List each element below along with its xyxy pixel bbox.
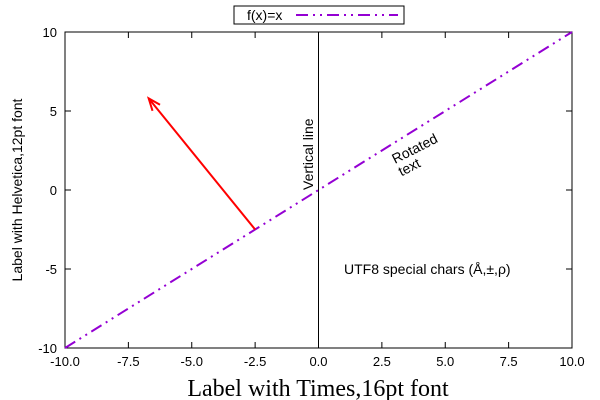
x-tick-label: 7.5 xyxy=(500,354,518,369)
x-tick-label: 2.5 xyxy=(373,354,391,369)
y-tick-label: 0 xyxy=(50,183,57,198)
arrow-head xyxy=(146,96,161,112)
utf8-special-chars-label: UTF8 special chars (Å,±,ρ) xyxy=(344,261,511,277)
x-tick-label: 5.0 xyxy=(436,354,454,369)
x-tick-label: -7.5 xyxy=(117,354,139,369)
x-tick-label: -10.0 xyxy=(50,354,80,369)
x-tick-label: -2.5 xyxy=(244,354,266,369)
y-tick-label: -5 xyxy=(45,262,57,277)
y-tick-label: 5 xyxy=(50,104,57,119)
legend: f(x)=x xyxy=(233,5,405,25)
y-tick-label: -10 xyxy=(38,341,57,356)
x-tick-label: 10.0 xyxy=(559,354,584,369)
y-axis-ticks: -10 -5 0 5 10 xyxy=(38,25,572,356)
legend-label: f(x)=x xyxy=(247,7,282,23)
series-group xyxy=(64,31,573,349)
y-tick-label: 10 xyxy=(43,25,57,40)
x-axis-ticks: -10.0 -7.5 -5.0 -2.5 0.0 2.5 5.0 7.5 10.0 xyxy=(50,32,585,369)
arrow-group xyxy=(146,96,256,231)
series-line xyxy=(64,31,573,349)
x-axis-label: Label with Times,16pt font xyxy=(187,376,449,400)
arrow-shaft xyxy=(147,97,256,231)
legend-box xyxy=(233,5,405,25)
vertical-line-label: Vertical line xyxy=(300,118,316,190)
rotated-text: Rotated text xyxy=(389,130,440,179)
x-tick-label: -5.0 xyxy=(181,354,203,369)
x-tick-label: 0.0 xyxy=(309,354,327,369)
y-axis-label: Label with Helvetica,12pt font xyxy=(9,98,25,281)
